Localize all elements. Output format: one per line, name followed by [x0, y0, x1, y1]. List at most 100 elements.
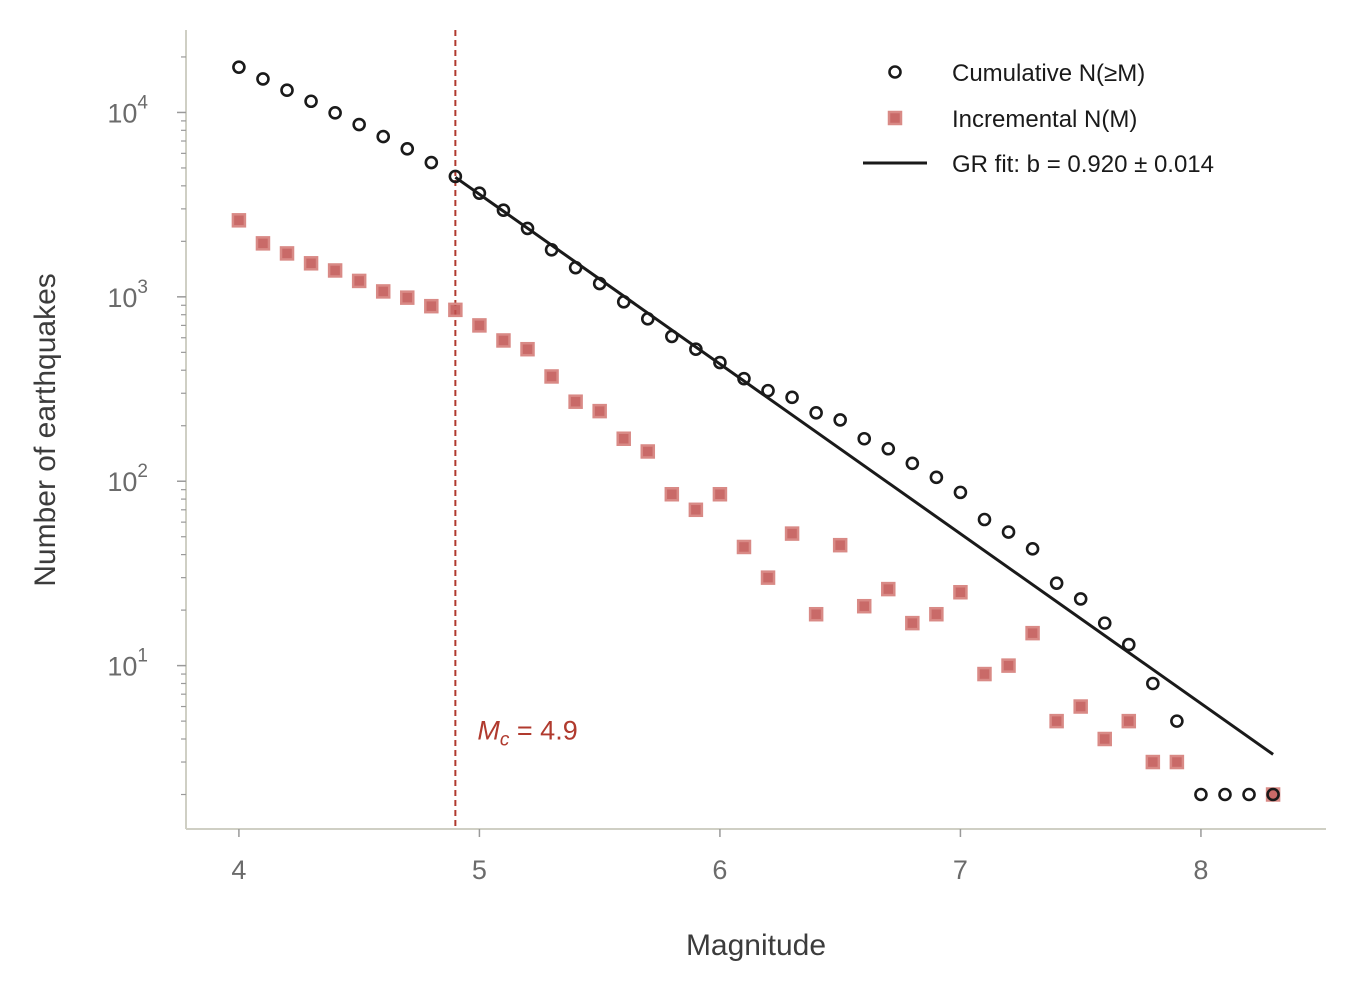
cumulative-point: [881, 441, 896, 456]
cumulative-point: [592, 276, 607, 291]
incremental-point: [303, 256, 319, 271]
incremental-point: [760, 570, 776, 585]
y-tick-label: 102: [107, 461, 148, 497]
cumulative-point: [977, 512, 992, 527]
incremental-point: [1121, 713, 1137, 729]
y-tick-label: 101: [107, 646, 148, 682]
incremental-point: [400, 290, 415, 305]
cumulative-point: [833, 413, 847, 427]
cumulative-point: [737, 371, 751, 386]
incremental-point: [688, 502, 704, 518]
cumulative-point: [400, 142, 415, 156]
incremental-point: [472, 318, 487, 333]
cumulative-point: [905, 456, 920, 471]
x-tick-label: 7: [953, 855, 968, 885]
cumulative-point: [1266, 787, 1280, 802]
incremental-point: [736, 539, 752, 555]
cumulative-point: [857, 431, 872, 446]
incremental-point: [327, 263, 343, 278]
legend-label: GR fit: b = 0.920 ± 0.014: [952, 151, 1214, 178]
x-tick-label: 4: [231, 855, 246, 885]
cumulative-point: [1218, 787, 1232, 802]
incremental-point: [856, 598, 872, 614]
cumulative-point: [376, 129, 391, 144]
cumulative-point: [568, 260, 583, 275]
y-tick-base: 10: [107, 467, 137, 497]
incremental-point: [568, 394, 583, 409]
x-tick-label: 5: [472, 855, 487, 885]
incremental-point: [496, 333, 511, 348]
cumulative-point: [1097, 616, 1112, 630]
cumulative-point: [785, 390, 799, 405]
incremental-point: [977, 666, 992, 682]
incremental-point: [1145, 754, 1161, 770]
incremental-point: [832, 537, 848, 553]
cumulative-point: [689, 342, 703, 357]
incremental-point: [520, 341, 535, 357]
cumulative-point: [304, 94, 318, 109]
legend-label: Cumulative N(≥M): [952, 60, 1145, 87]
incremental-point: [1169, 754, 1185, 770]
incremental-point: [279, 246, 295, 261]
cumulative-point: [953, 485, 968, 500]
cumulative-point: [929, 470, 944, 485]
legend-cumulative-marker: [888, 65, 902, 79]
incremental-point: [808, 606, 824, 622]
cumulative-point: [616, 294, 631, 309]
incremental-point: [424, 298, 439, 314]
mc-value: = 4.9: [509, 715, 577, 745]
incremental-point: [351, 273, 367, 289]
incremental-point: [712, 486, 728, 502]
y-tick-base: 10: [107, 652, 137, 682]
incremental-point: [448, 302, 463, 318]
cumulative-point: [544, 242, 559, 257]
legend-incremental-marker: [887, 110, 903, 126]
incremental-point: [784, 526, 800, 541]
cumulative-point: [328, 106, 342, 120]
cumulative-point: [496, 203, 511, 218]
incremental-point: [881, 581, 896, 597]
legend: Cumulative N(≥M) Incremental N(M) GR fit: …: [863, 60, 1214, 178]
mc-marker: Mc = 4.9: [454, 30, 578, 829]
x-axis-title: Magnitude: [686, 929, 826, 962]
y-tick-exponent: 3: [137, 277, 148, 298]
cumulative-point: [520, 221, 535, 236]
incremental-point: [1097, 731, 1112, 747]
cumulative-point: [256, 72, 270, 86]
incremental-point: [1001, 658, 1016, 673]
incremental-point: [664, 486, 680, 502]
cumulative-point: [448, 169, 463, 184]
mc-label: Mc = 4.9: [477, 715, 577, 750]
y-tick-label: 103: [107, 277, 148, 313]
cumulative-point: [640, 312, 655, 326]
cumulative-point: [1049, 576, 1064, 590]
incremental-point: [640, 444, 656, 459]
y-tick-exponent: 2: [137, 461, 148, 482]
gr-fit-line: [454, 176, 1274, 756]
cumulative-point: [713, 355, 727, 370]
cumulative-point: [1170, 714, 1184, 728]
cumulative-point: [1194, 787, 1208, 802]
cumulative-point: [1025, 542, 1040, 556]
cumulative-point: [424, 155, 439, 170]
incremental-point: [592, 403, 607, 419]
y-tick-exponent: 4: [137, 92, 148, 113]
incremental-point: [929, 606, 944, 622]
incremental-point: [1025, 625, 1040, 641]
incremental-point: [1049, 713, 1064, 729]
incremental-point: [1073, 699, 1088, 714]
cumulative-point: [280, 83, 294, 98]
cumulative-point: [1146, 676, 1160, 691]
cumulative-point: [232, 60, 246, 74]
cumulative-point: [1001, 525, 1016, 539]
cumulative-point: [1242, 787, 1256, 802]
y-tick-base: 10: [107, 98, 137, 128]
plot-area: [231, 60, 1281, 802]
incremental-point: [905, 615, 920, 631]
cumulative-point: [472, 186, 487, 200]
incremental-point: [375, 284, 391, 299]
cumulative-point: [352, 117, 366, 132]
incremental-point: [255, 236, 271, 251]
